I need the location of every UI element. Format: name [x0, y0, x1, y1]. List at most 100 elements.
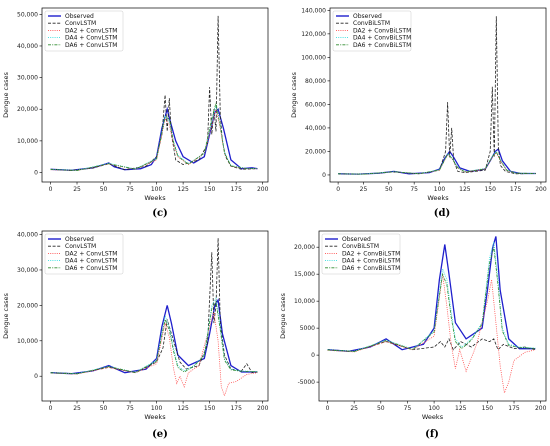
legend-entry: Observed	[65, 236, 94, 243]
y-tick-label: 15,000	[294, 271, 315, 278]
x-tick-label: 50	[377, 405, 385, 412]
panel-caption: (f)	[425, 429, 439, 440]
legend-entry: DA6 + ConvLSTM	[65, 265, 118, 272]
x-tick-label: 175	[508, 405, 520, 412]
panel-caption: (c)	[152, 208, 168, 219]
series-line	[327, 236, 536, 352]
x-tick-label: 75	[126, 186, 134, 193]
legend-entry: Observed	[353, 13, 382, 20]
x-tick-label: 125	[459, 186, 471, 193]
legend-entry: ConvBiLSTM	[353, 20, 390, 27]
x-tick-label: 75	[410, 186, 418, 193]
series-line	[338, 151, 536, 175]
legend-entry: DA6 + ConvBiLSTM	[353, 42, 411, 49]
x-axis-label: Weeks	[144, 413, 166, 421]
x-tick-label: 25	[360, 186, 368, 193]
x-tick-label: 200	[535, 405, 547, 412]
y-tick-label: 50,000	[17, 11, 38, 18]
y-tick-label: 20,000	[17, 106, 38, 113]
series-line	[50, 15, 258, 171]
x-axis-label: Weeks	[427, 194, 449, 202]
y-tick-label: 60,000	[305, 101, 326, 108]
x-tick-label: 50	[100, 405, 108, 412]
x-tick-label: 25	[350, 405, 358, 412]
x-tick-label: 125	[177, 186, 189, 193]
legend-entry: DA6 + ConvLSTM	[65, 42, 118, 49]
y-tick-label: 120,000	[301, 31, 326, 38]
legend	[44, 233, 124, 275]
x-tick-label: 25	[73, 186, 81, 193]
legend-entry: ConvLSTM	[65, 20, 96, 27]
x-tick-label: 25	[73, 405, 81, 412]
x-tick-label: 150	[482, 405, 494, 412]
y-tick-label: 10,000	[294, 298, 315, 305]
series-line	[50, 312, 258, 397]
y-tick-label: 0	[34, 373, 38, 380]
y-tick-label: 0	[322, 172, 326, 179]
legend-entry: DA2 + ConvLSTM	[65, 250, 118, 257]
x-tick-label: 175	[230, 186, 242, 193]
y-tick-label: 0	[34, 170, 38, 177]
y-tick-label: 30,000	[17, 75, 38, 82]
x-tick-label: 0	[49, 405, 53, 412]
x-tick-label: 100	[151, 405, 163, 412]
x-tick-label: 75	[126, 405, 134, 412]
y-axis-label: Dengue cases	[279, 293, 287, 339]
legend-entry: ConvLSTM	[65, 243, 96, 250]
legend-entry: Observed	[342, 236, 371, 243]
y-tick-label: 20,000	[294, 244, 315, 251]
legend-entry: DA4 + ConvBiLSTM	[353, 35, 411, 42]
legend	[44, 10, 124, 52]
x-axis-label: Weeks	[144, 194, 166, 202]
x-tick-label: 75	[404, 405, 412, 412]
legend	[332, 10, 412, 52]
panel-caption: (d)	[434, 208, 450, 219]
y-tick-label: 0	[311, 352, 315, 359]
y-axis-label: Dengue cases	[290, 72, 298, 118]
legend-entry: DA2 + ConvLSTM	[65, 27, 118, 34]
x-tick-label: 200	[257, 186, 269, 193]
x-tick-label: 200	[535, 186, 547, 193]
x-tick-label: 175	[230, 405, 242, 412]
y-tick-label: 140,000	[301, 7, 326, 14]
x-tick-label: 125	[455, 405, 467, 412]
x-tick-label: 0	[336, 186, 340, 193]
y-tick-label: 10,000	[17, 138, 38, 145]
y-axis-label: Dengue cases	[2, 293, 10, 339]
legend-entry: DA2 + ConvBiLSTM	[353, 27, 411, 34]
y-tick-label: 10,000	[17, 338, 38, 345]
x-tick-label: 100	[151, 186, 163, 193]
y-tick-label: 5000	[300, 325, 315, 332]
x-tick-label: 100	[428, 405, 440, 412]
y-tick-label: 80,000	[305, 78, 326, 85]
chart-panel: 0 25 50 75 100 125 150 175 200 0 10,000 20,000 30,00…	[2, 7, 269, 219]
legend-entry: DA4 + ConvLSTM	[65, 35, 118, 42]
x-tick-label: 200	[257, 405, 269, 412]
y-tick-label: 20,000	[305, 148, 326, 155]
legend-entry: DA4 + ConvLSTM	[65, 258, 118, 265]
x-axis-label: Weeks	[422, 413, 444, 421]
legend	[321, 233, 401, 275]
x-tick-label: 125	[177, 405, 189, 412]
y-tick-label: 100,000	[301, 54, 326, 61]
x-tick-label: 150	[484, 186, 496, 193]
x-tick-label: 0	[49, 186, 53, 193]
y-tick-label: 20,000	[17, 302, 38, 309]
x-tick-label: 50	[100, 186, 108, 193]
legend-entry: DA2 + ConvBiLSTM	[342, 250, 400, 257]
y-tick-label: 40,000	[17, 232, 38, 239]
chart-panel: 0 25 50 75 100 125 150 175 200 -5000 0 5000 10,000 15…	[279, 230, 547, 440]
legend-entry: Observed	[65, 13, 94, 20]
legend-entry: DA4 + ConvBiLSTM	[342, 258, 400, 265]
series-line	[327, 274, 536, 395]
x-tick-label: 150	[204, 186, 216, 193]
panel-caption: (e)	[152, 429, 168, 440]
legend-entry: ConvBiLSTM	[342, 243, 379, 250]
chart-panel: 0 25 50 75 100 125 150 175 200 0 20,000 40,000 60,00…	[290, 7, 547, 219]
y-tick-label: -5000	[298, 379, 316, 386]
x-tick-label: 175	[510, 186, 522, 193]
y-tick-label: 30,000	[17, 267, 38, 274]
chart-panel: 0 25 50 75 100 125 150 175 200 0 10,000 20,000 30,00…	[2, 230, 269, 440]
series-line	[327, 241, 536, 352]
y-axis-label: Dengue cases	[2, 72, 10, 118]
